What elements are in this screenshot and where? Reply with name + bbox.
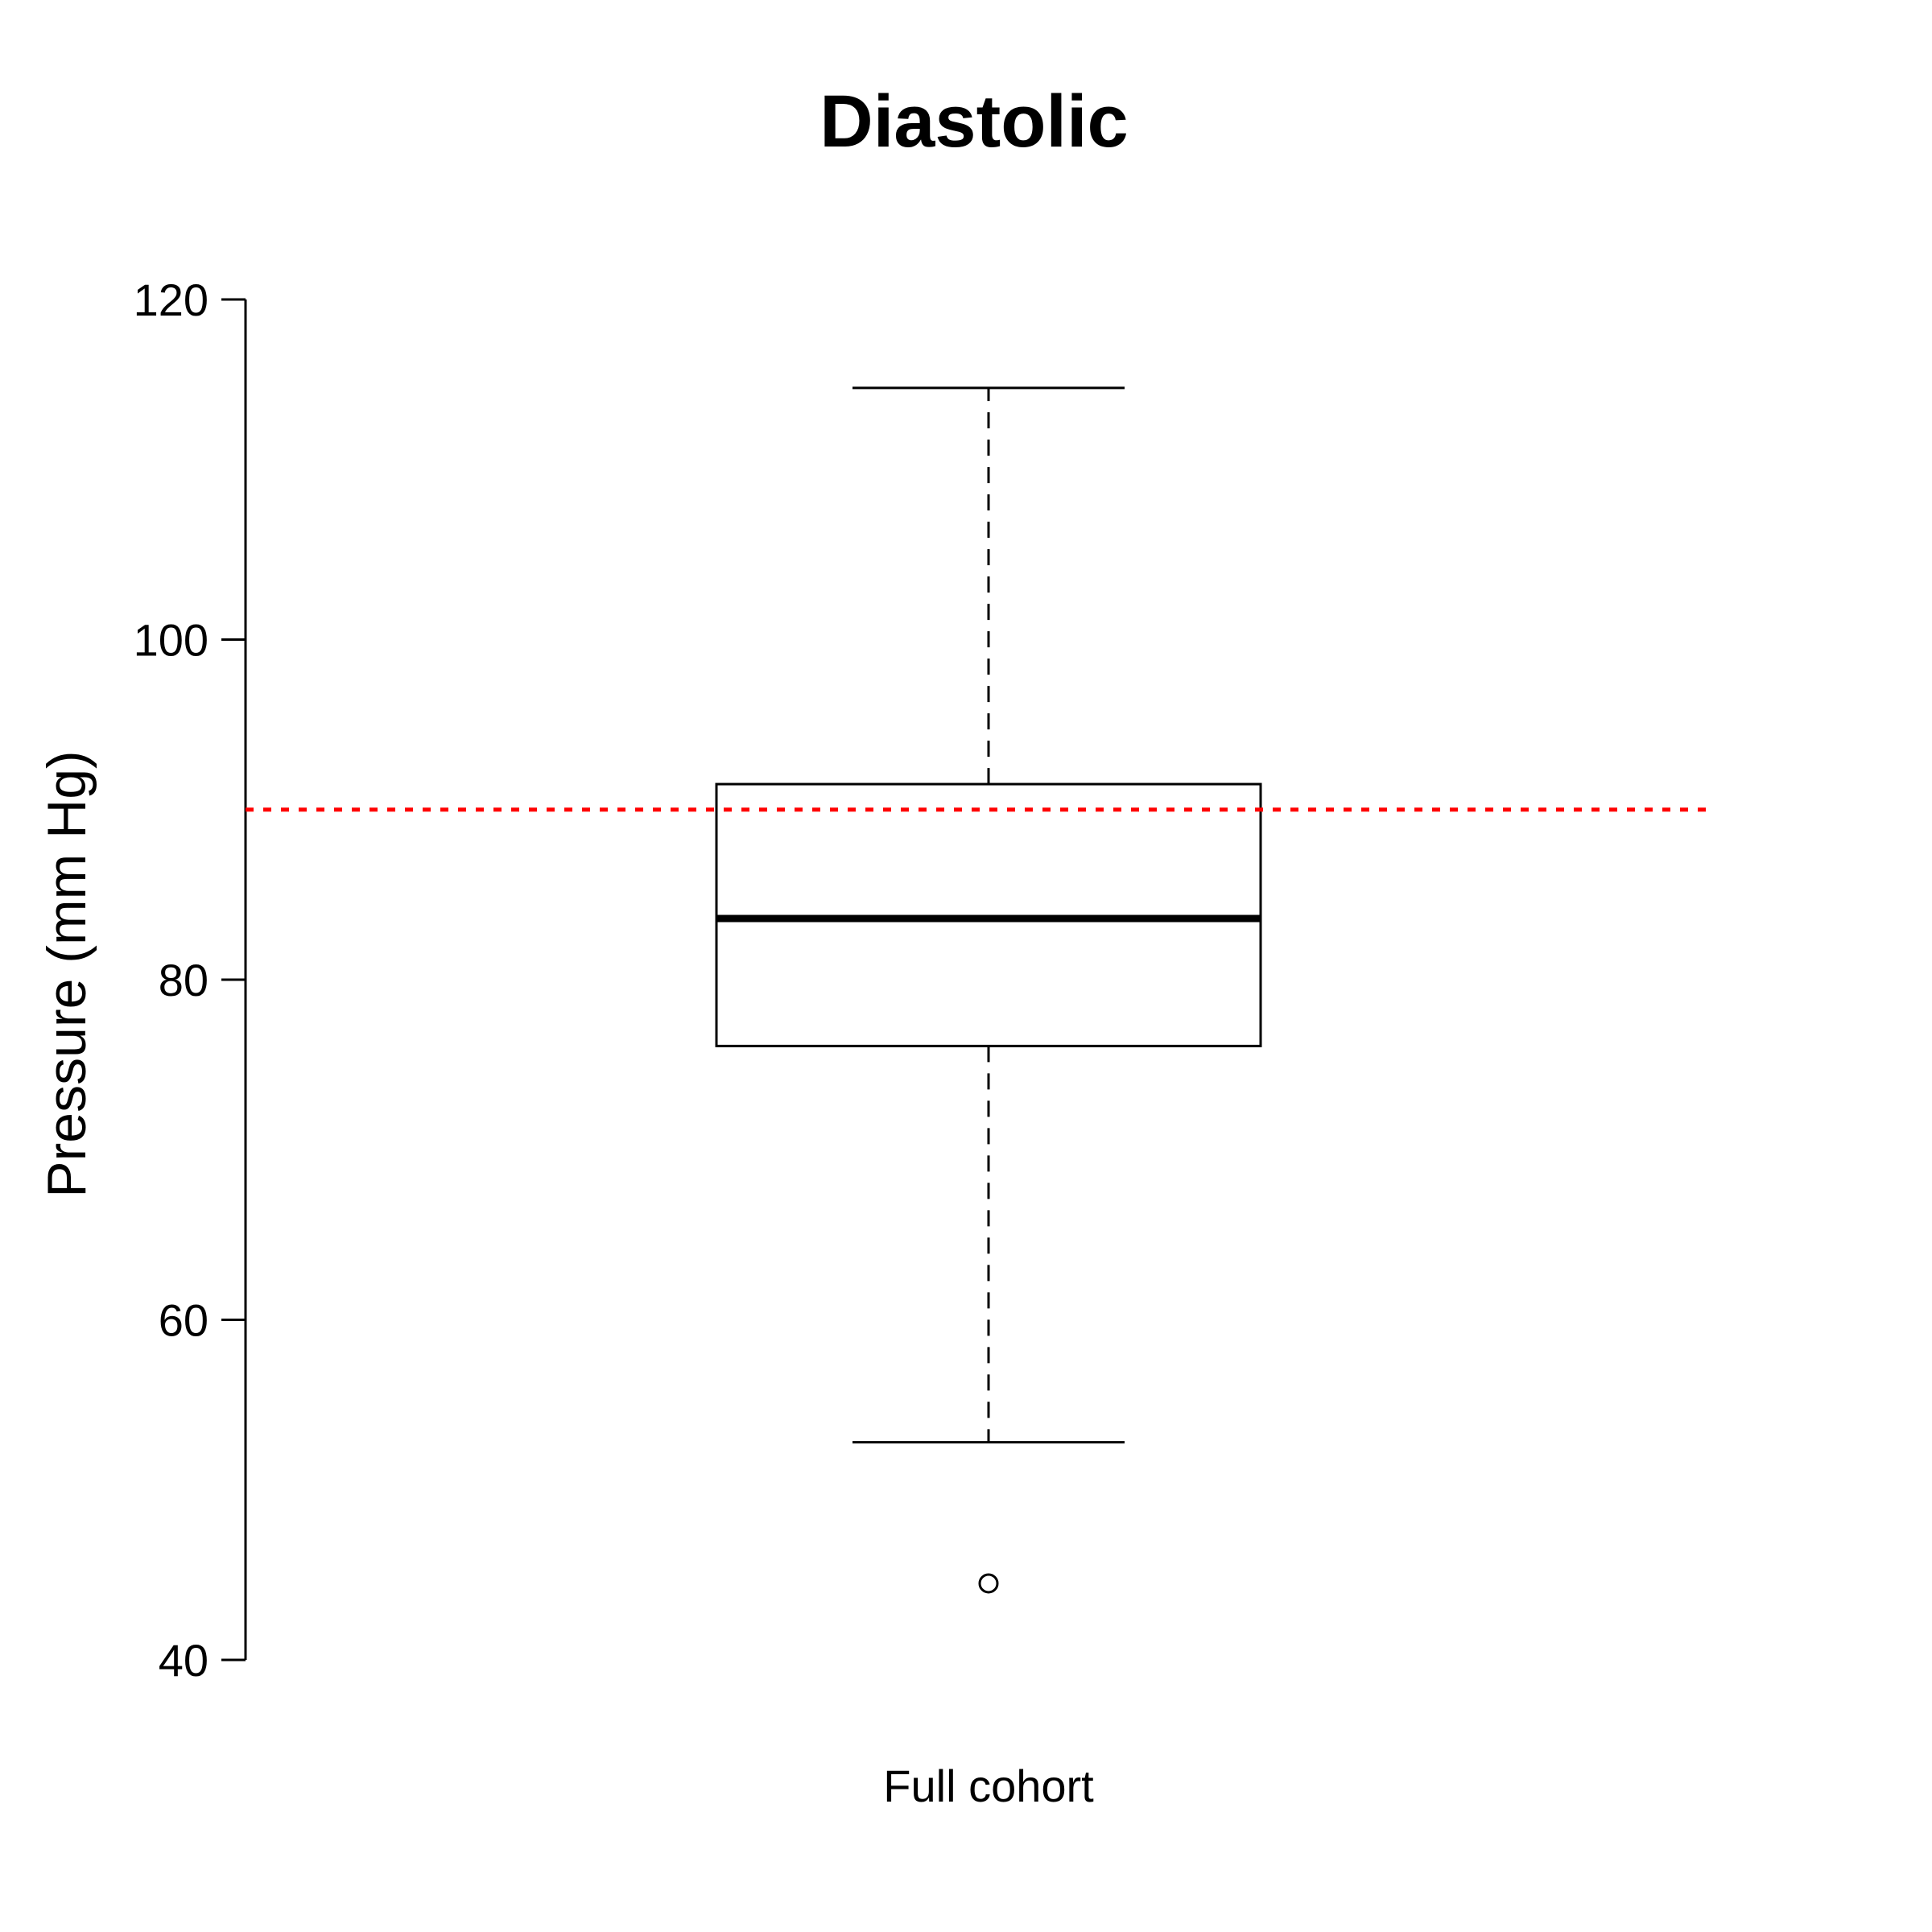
y-axis-label: Pressure (mm Hg) — [36, 750, 97, 1197]
box-0: Full cohort — [715, 386, 1262, 1811]
y-tick-label: 80 — [159, 955, 208, 1005]
chart-title: Diastolic — [819, 80, 1128, 163]
y-tick-label: 40 — [159, 1635, 208, 1686]
y-tick-label: 100 — [134, 615, 208, 666]
x-category-label: Full cohort — [883, 1761, 1094, 1811]
outlier-point — [978, 1573, 999, 1594]
boxplot-group: Full cohort — [715, 386, 1262, 1811]
y-tick-label: 60 — [159, 1295, 208, 1346]
y-axis: 40 60 80 100 120 — [134, 275, 247, 1686]
y-tick-label: 120 — [134, 275, 208, 325]
